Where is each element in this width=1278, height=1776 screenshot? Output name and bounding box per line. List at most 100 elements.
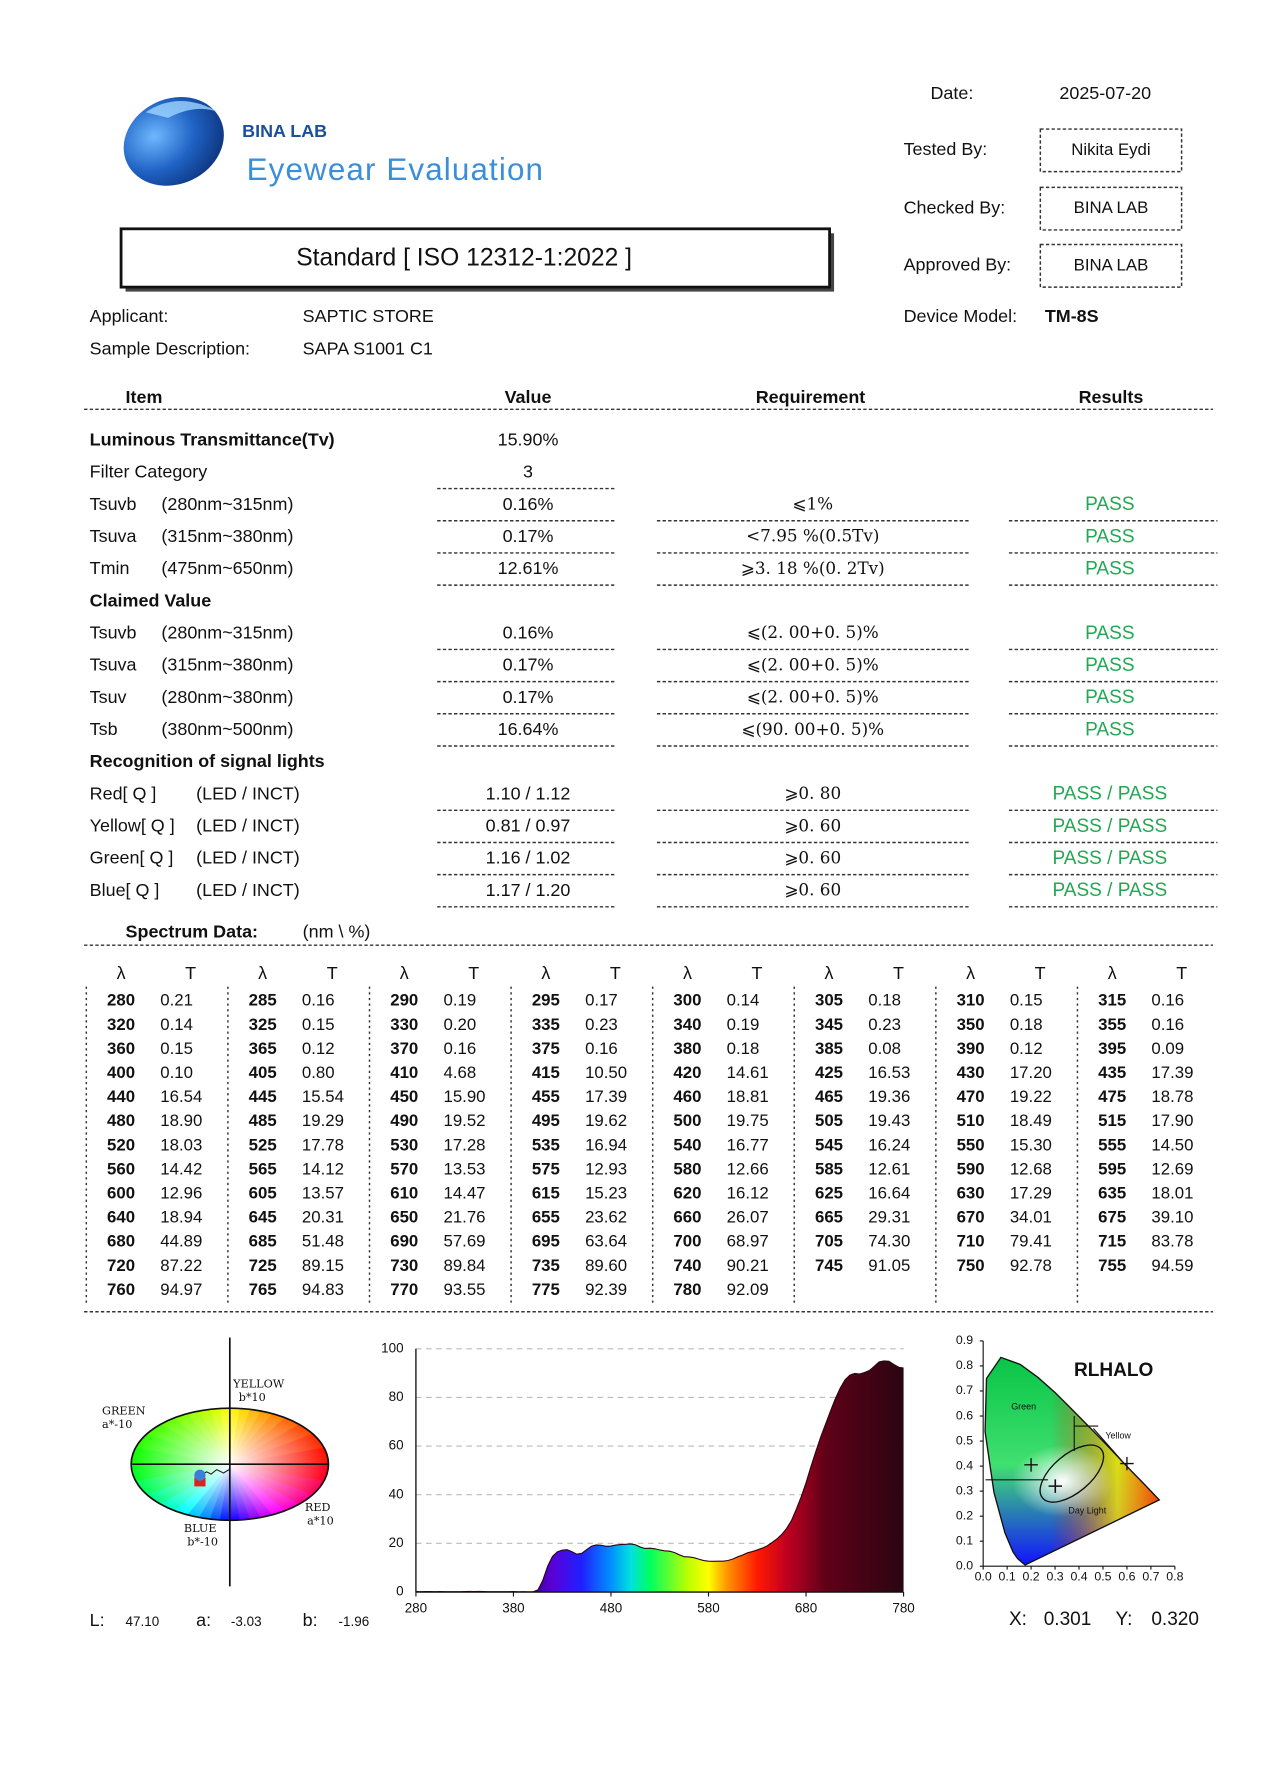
transmittance: 12.66 [727, 1159, 769, 1178]
transmittance: 12.69 [1151, 1159, 1193, 1178]
transmittance: 39.10 [1151, 1208, 1193, 1227]
reference-cross [1024, 1458, 1038, 1472]
wavelength: 365 [249, 1039, 277, 1058]
x-tick-label: 0.2 [1023, 1570, 1040, 1584]
item-label: Tmin [90, 558, 130, 578]
transmittance: 13.57 [302, 1183, 344, 1202]
col-header: λ [400, 963, 409, 983]
sample-label: Sample Description: [90, 339, 250, 359]
transmittance: 0.19 [727, 1015, 760, 1034]
sample: SAPA S1001 C1 [303, 339, 433, 359]
transmittance: 16.94 [585, 1135, 627, 1154]
wavelength: 735 [532, 1256, 560, 1275]
value: 12.61% [498, 558, 559, 578]
transmittance: 0.16 [302, 991, 335, 1010]
signature-box [1039, 128, 1183, 173]
transmittance: 94.83 [302, 1280, 344, 1299]
transmittance: 29.31 [868, 1208, 910, 1227]
wavelength: 690 [390, 1232, 418, 1251]
transmittance: 14.50 [1151, 1135, 1193, 1154]
requirement: ⩾0. 60 [784, 880, 841, 900]
y-tick-label: 80 [389, 1389, 404, 1404]
result: PASS [1085, 655, 1134, 676]
date: 2025-07-20 [1059, 83, 1151, 103]
wavelength: 585 [815, 1159, 843, 1178]
item-range: (LED / INCT) [196, 783, 300, 803]
transmittance: 17.78 [302, 1135, 344, 1154]
transmittance: 0.20 [443, 1015, 476, 1034]
item-range: (280nm~315nm) [161, 494, 293, 514]
item-label: Tsuvb [90, 622, 137, 642]
chromaticity-point [1048, 1479, 1063, 1493]
wavelength: 440 [107, 1087, 135, 1106]
wavelength: 350 [957, 1015, 985, 1034]
transmittance: 89.84 [443, 1256, 485, 1275]
requirement: <7.95 %(0.5Tv) [746, 526, 879, 546]
wavelength: 700 [673, 1232, 701, 1251]
transmittance: 0.15 [1010, 991, 1043, 1010]
result: PASS [1085, 526, 1134, 547]
transmittance: 17.29 [1010, 1183, 1052, 1202]
transmittance: 0.18 [727, 1039, 760, 1058]
transmittance: 0.16 [585, 1039, 618, 1058]
wavelength: 655 [532, 1208, 560, 1227]
item-range: (LED / INCT) [196, 848, 300, 868]
transmittance: 0.21 [160, 991, 193, 1010]
transmittance: 0.17 [585, 991, 618, 1010]
wavelength: 575 [532, 1159, 560, 1178]
item-label: Tsuva [90, 526, 137, 546]
y-tick-label: 0 [396, 1584, 403, 1599]
col-header: T [751, 963, 762, 983]
transmittance: 0.18 [868, 991, 901, 1010]
sample-point [194, 1469, 206, 1481]
transmittance: 0.08 [868, 1039, 901, 1058]
wavelength: 340 [673, 1015, 701, 1034]
brand: BINA LAB [242, 121, 327, 141]
x-tick-label: 0.1 [999, 1570, 1016, 1584]
value: 15.90% [498, 429, 559, 449]
transmittance: 18.90 [160, 1111, 202, 1130]
item-range: (LED / INCT) [196, 880, 300, 900]
transmittance: 20.31 [302, 1208, 344, 1227]
transmittance: 12.61 [868, 1159, 910, 1178]
transmittance: 92.09 [727, 1280, 769, 1299]
transmittance: 0.23 [585, 1015, 618, 1034]
transmittance: 0.15 [302, 1015, 335, 1034]
header-requirement: Requirement [756, 387, 866, 407]
wavelength: 515 [1098, 1111, 1126, 1130]
transmittance: 15.30 [1010, 1135, 1052, 1154]
wavelength: 770 [390, 1280, 418, 1299]
transmittance: 13.53 [443, 1159, 485, 1178]
wavelength: 660 [673, 1208, 701, 1227]
y-label: Y: [1115, 1609, 1132, 1630]
transmittance: 14.12 [302, 1159, 344, 1178]
transmittance: 0.14 [160, 1015, 193, 1034]
transmittance: 0.80 [302, 1063, 335, 1082]
y-tick-label: 0.8 [956, 1358, 973, 1372]
transmittance: 0.16 [1151, 1015, 1184, 1034]
transmittance: 16.77 [727, 1135, 769, 1154]
wavelength: 480 [107, 1111, 135, 1130]
approved: BINA LAB [1074, 255, 1149, 274]
wavelength: 535 [532, 1135, 560, 1154]
value: 0.17% [503, 526, 554, 546]
wavelength: 540 [673, 1135, 701, 1154]
transmittance: 16.24 [868, 1135, 910, 1154]
transmittance: 0.18 [1010, 1015, 1043, 1034]
transmittance: 17.39 [585, 1087, 627, 1106]
transmittance: 0.12 [1010, 1039, 1043, 1058]
l-value: 47.10 [126, 1614, 160, 1629]
item-range: (280nm~380nm) [161, 687, 293, 707]
y-tick-label: 20 [389, 1535, 404, 1550]
axis-label: BLUE [184, 1522, 217, 1535]
wavelength: 385 [815, 1039, 843, 1058]
wavelength: 520 [107, 1135, 135, 1154]
wavelength: 435 [1098, 1063, 1126, 1082]
col-header: T [1176, 963, 1187, 983]
wavelength: 555 [1098, 1135, 1126, 1154]
transmittance: 92.78 [1010, 1256, 1052, 1275]
transmittance: 0.23 [868, 1015, 901, 1034]
spectrum-chart: 0 20 40 60 80 100 280 380 480 580 680 780 [381, 1340, 915, 1615]
y-tick-label: 0.7 [956, 1383, 973, 1397]
wavelength: 600 [107, 1183, 135, 1202]
